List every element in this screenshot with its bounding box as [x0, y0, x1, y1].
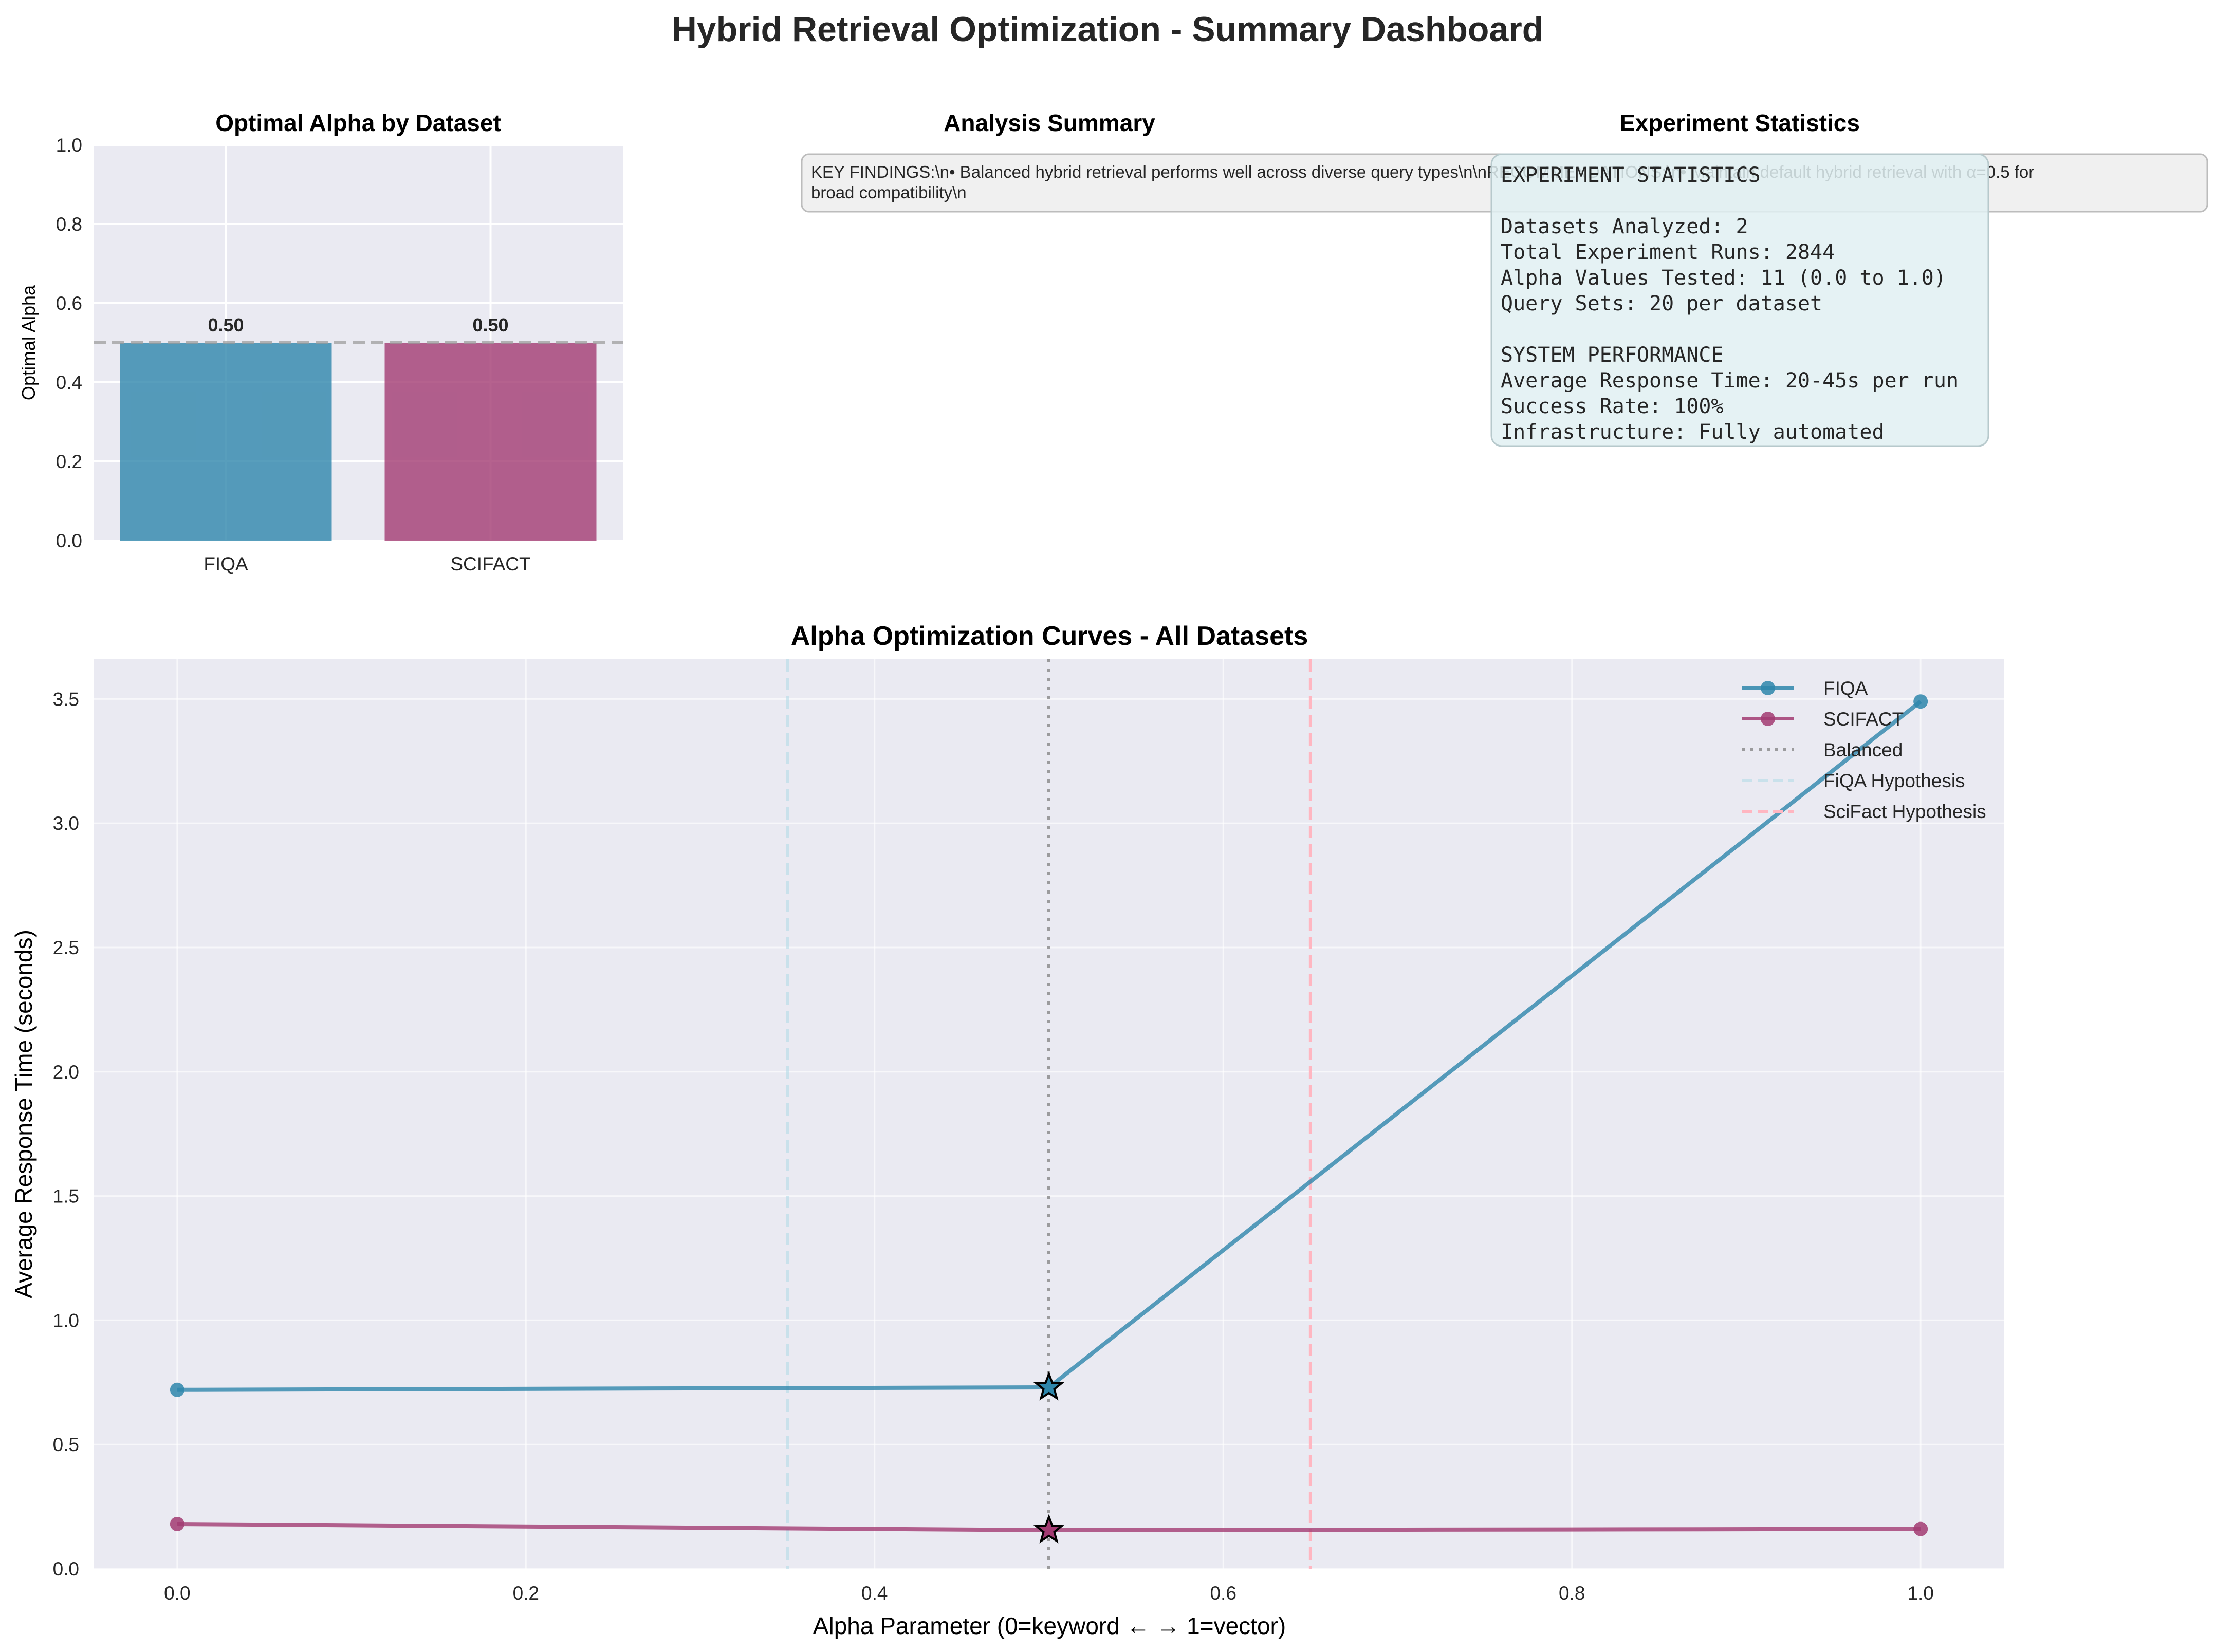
analysis-summary-line-2: broad compatibility\n	[811, 183, 967, 202]
stats-line: Average Response Time: 20-45s per run	[1501, 369, 1959, 393]
bar-y-tick-label: 0.8	[56, 214, 82, 235]
legend-label: SciFact Hypothesis	[1823, 801, 1986, 822]
bar-marks: 0.50 0.50	[94, 314, 623, 541]
bar-y-tick-label: 0.6	[56, 293, 82, 314]
experiment-statistics-box	[1490, 153, 1989, 447]
series-point-scifact	[1913, 1521, 1928, 1536]
curves-y-tick-label: 2.0	[53, 1062, 79, 1083]
curves-x-tick-label: 0.0	[164, 1583, 190, 1604]
page-title: Hybrid Retrieval Optimization - Summary …	[672, 10, 1544, 49]
stats-line: Total Experiment Runs: 2844	[1501, 240, 1835, 264]
bar-y-tick-label: 1.0	[56, 135, 82, 156]
experiment-statistics-title: Experiment Statistics	[1619, 109, 1860, 136]
stats-line: Alpha Values Tested: 11 (0.0 to 1.0)	[1501, 266, 1946, 290]
curves-x-tick-label: 0.4	[861, 1583, 888, 1604]
experiment-statistics-panel: Experiment Statistics EXPERIMENT STATIST…	[1490, 109, 1989, 447]
legend-label: SCIFACT	[1823, 709, 1904, 730]
curves-title: Alpha Optimization Curves - All Datasets	[791, 621, 1308, 651]
bar-value-label: 0.50	[472, 314, 508, 336]
curves-legend: FIQA SCIFACT Balanced FiQA Hypothesis SciFac…	[1742, 678, 1986, 822]
stats-line: Infrastructure: Fully automated	[1501, 420, 1885, 444]
bar-x-tick-label: SCIFACT	[450, 553, 530, 574]
experiment-statistics-lines: EXPERIMENT STATISTICS Datasets Analyzed: …	[1501, 163, 1959, 444]
curves-x-axis-label: Alpha Parameter (0=keyword ← → 1=vector)	[813, 1612, 1286, 1639]
bar-fiqa	[120, 343, 332, 541]
optimal-star-fiqa	[1033, 1371, 1065, 1401]
curves-y-tick-label: 0.0	[53, 1558, 79, 1580]
bar-y-axis-label: Optimal Alpha	[18, 285, 39, 400]
legend-marker	[1761, 712, 1775, 726]
stats-line: EXPERIMENT STATISTICS	[1501, 163, 1761, 187]
bar-chart-title: Optimal Alpha by Dataset	[215, 109, 501, 136]
curves-x-tick-label: 0.6	[1210, 1583, 1236, 1604]
curves-x-ticks: 0.0 0.2 0.4 0.6 0.8 1.0	[164, 1583, 1934, 1604]
curves-x-tick-label: 0.2	[513, 1583, 539, 1604]
bar-x-tick-label: FIQA	[204, 553, 248, 574]
bar-y-tick-label: 0.0	[56, 530, 82, 551]
optimal-star-scifact	[1033, 1514, 1065, 1544]
curves-y-ticks: 0.0 0.5 1.0 1.5 2.0 2.5 3.0 3.5	[53, 689, 79, 1580]
bar-y-ticks: 0.0 0.2 0.4 0.6 0.8 1.0	[56, 135, 82, 551]
stats-line: Success Rate: 100%	[1501, 395, 1723, 418]
bar-y-tick-label: 0.2	[56, 451, 82, 472]
bar-chart-panel: Optimal Alpha by Dataset 0.50 0.50 0.0 0.2…	[18, 109, 623, 574]
bar-scifact	[384, 343, 597, 541]
bar-x-ticks: FIQA SCIFACT	[204, 553, 530, 574]
curves-y-tick-label: 3.0	[53, 813, 79, 834]
curves-y-tick-label: 1.0	[53, 1310, 79, 1331]
curves-y-axis-label: Average Response Time (seconds)	[10, 930, 37, 1298]
curves-x-tick-label: 1.0	[1907, 1583, 1933, 1604]
bar-value-label: 0.50	[208, 314, 244, 336]
legend-label: FIQA	[1823, 678, 1868, 699]
legend-marker	[1761, 681, 1775, 695]
legend-label: FiQA Hypothesis	[1823, 770, 1965, 791]
series-point-scifact	[170, 1516, 184, 1531]
stats-line: Query Sets: 20 per dataset	[1501, 292, 1822, 315]
series-point-fiqa	[170, 1382, 184, 1397]
bar-y-tick-label: 0.4	[56, 372, 82, 393]
curves-y-tick-label: 0.5	[53, 1434, 79, 1455]
curves-y-tick-label: 3.5	[53, 689, 79, 710]
analysis-summary-title: Analysis Summary	[944, 109, 1155, 136]
legend-label: Balanced	[1823, 739, 1903, 760]
curves-reference-lines	[786, 659, 1312, 1569]
curves-x-tick-label: 0.8	[1559, 1583, 1585, 1604]
curves-y-tick-label: 2.5	[53, 937, 79, 958]
stats-line: Datasets Analyzed: 2	[1501, 215, 1748, 238]
series-point-fiqa	[1913, 694, 1928, 709]
curves-series	[170, 694, 1928, 1544]
curves-y-tick-label: 1.5	[53, 1186, 79, 1207]
curves-panel: Alpha Optimization Curves - All Datasets…	[10, 621, 2004, 1639]
stats-line: SYSTEM PERFORMANCE	[1501, 343, 1723, 367]
